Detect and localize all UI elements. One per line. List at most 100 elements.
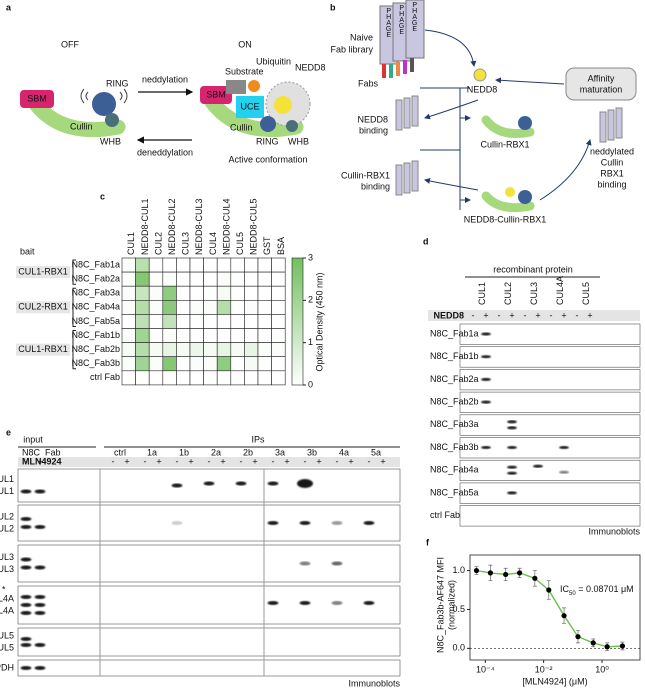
heatmap-cell	[162, 314, 177, 329]
blot-box	[17, 659, 401, 677]
heatmap-cell	[148, 370, 164, 386]
blot-label: NEDD8-CUL5	[0, 630, 14, 640]
blot-band	[481, 400, 491, 404]
heatmap-cell	[216, 314, 232, 329]
panel-b-art	[379, 0, 637, 213]
colorbar-label: Optical Density (450 nm)	[314, 272, 324, 371]
lane-label: 3b	[307, 447, 317, 457]
blot-box	[459, 482, 641, 504]
sign: +	[509, 310, 514, 320]
colorbar-tick-label: 0	[308, 379, 313, 389]
heatmap-cell	[135, 356, 150, 372]
row-label: N8C_Fab1b	[430, 351, 479, 361]
blot-band	[559, 470, 569, 474]
label: Cullin-RBX1	[480, 139, 529, 149]
heatmap-cell	[244, 356, 259, 372]
label: IPs	[251, 434, 265, 444]
blot-box	[459, 414, 641, 436]
lane-label: 5a	[371, 447, 381, 457]
sign: +	[561, 310, 566, 320]
heatmap-cell	[230, 370, 245, 386]
heatmap-cell	[203, 285, 218, 301]
heatmap-cell	[271, 342, 286, 358]
label: binding	[361, 181, 390, 191]
blot-band	[20, 595, 32, 599]
heatmap-cell	[176, 271, 191, 287]
heatmap-cell	[216, 257, 232, 273]
colorbar	[291, 257, 304, 386]
heatmap-cell	[121, 328, 136, 343]
heatmap-cell	[230, 271, 245, 287]
blot-label: CUL2	[0, 523, 14, 533]
heatmap-cell	[244, 257, 259, 273]
treatment-row	[428, 310, 640, 321]
blot-band	[507, 420, 517, 424]
label: MLN4924	[22, 456, 62, 466]
sign: +	[284, 456, 289, 466]
phage-label: PHAGE	[411, 2, 418, 32]
sign: -	[472, 310, 475, 320]
sign: -	[176, 456, 179, 466]
heatmap-cell	[271, 299, 286, 315]
group-label: CUL2-RBX1	[18, 302, 68, 312]
blot-band	[20, 666, 32, 670]
blot-band	[507, 465, 517, 469]
blot-band	[20, 525, 32, 529]
heatmap-cell	[162, 342, 177, 358]
heatmap-cell	[162, 285, 177, 301]
heatmap-cell	[135, 299, 150, 315]
heatmap-cell	[203, 328, 218, 343]
sign: +	[316, 456, 321, 466]
row-label: N8C_Fab1a	[430, 328, 479, 338]
blot-band	[267, 601, 279, 605]
heatmap-cell	[271, 370, 286, 386]
heatmap-cell	[176, 257, 191, 273]
blot-box	[17, 544, 401, 583]
heatmap-cell	[203, 356, 218, 372]
label: RING	[106, 78, 129, 88]
label: Fabs	[358, 78, 379, 88]
heatmap-cell	[176, 314, 191, 329]
label: Cullin	[601, 157, 624, 167]
lane-label: 2a	[211, 447, 221, 457]
label: SBM	[27, 93, 47, 103]
column-label: CUL3	[529, 282, 539, 305]
heatmap-cell	[148, 328, 164, 343]
data-point	[473, 567, 480, 574]
panel-label: d	[423, 236, 429, 246]
label: maturation	[580, 84, 623, 94]
heatmap-cell	[162, 356, 177, 372]
heatmap-cell	[121, 370, 136, 386]
blot-band	[363, 521, 375, 525]
heatmap-cell	[244, 285, 259, 301]
label: NEDD8	[295, 62, 326, 72]
label: Substrate	[225, 66, 264, 76]
heatmap-cell	[176, 328, 191, 343]
heatmap-cell	[162, 328, 177, 343]
heatmap-cell	[230, 356, 245, 372]
sign: +	[535, 310, 540, 320]
blot-band	[20, 611, 32, 615]
arrow-label: deneddylation	[137, 147, 193, 157]
heatmap-cell	[189, 314, 204, 329]
blot-band	[34, 489, 46, 494]
row-label: N8C_Fab3b	[430, 442, 479, 452]
y-tick-label: 0.0	[452, 643, 465, 653]
label: NEDD8	[467, 84, 498, 94]
blot-band	[481, 446, 491, 449]
sign: -	[368, 456, 371, 466]
blot-label: NEDD8-CUL4A	[0, 593, 14, 603]
panel-label: c	[100, 191, 105, 201]
heatmap-cell	[216, 356, 232, 372]
colorbar-tick-label: 1	[308, 337, 313, 347]
sign: +	[380, 456, 385, 466]
panel-label: b	[330, 2, 336, 12]
blot-box	[459, 346, 641, 368]
group-box	[16, 266, 70, 279]
lane-label: ctrl	[114, 447, 126, 457]
blot-band	[481, 377, 491, 381]
heatmap-cell	[189, 356, 204, 372]
heatmap-cell	[216, 285, 232, 301]
heatmap-cell	[216, 299, 232, 315]
row-label: N8C_Fab5a	[430, 487, 479, 497]
